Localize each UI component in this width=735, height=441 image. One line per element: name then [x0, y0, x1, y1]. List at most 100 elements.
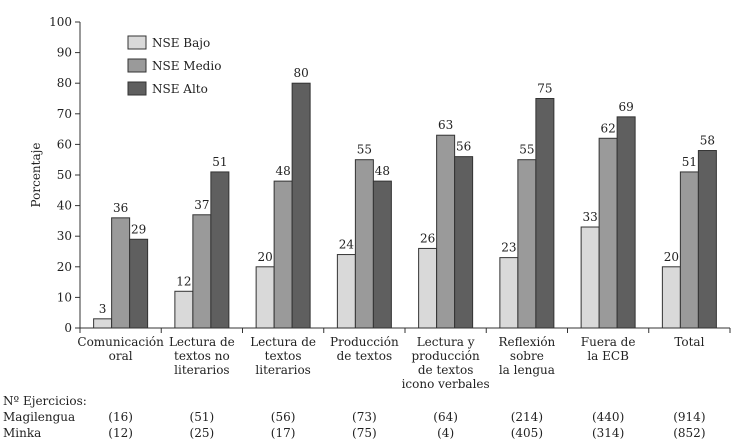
data-label: 56 [456, 140, 471, 154]
data-label: 51 [212, 155, 227, 169]
data-label: 20 [664, 250, 679, 264]
data-label: 62 [600, 121, 615, 135]
bar [418, 247, 438, 329]
legend-swatch [127, 81, 147, 96]
legend-label: NSE Medio [152, 59, 221, 73]
legend-label: NSE Bajo [152, 36, 210, 50]
category-label-line: Reflexión [498, 335, 555, 349]
bar [535, 98, 555, 329]
data-label: 51 [682, 155, 697, 169]
data-label: 55 [357, 143, 372, 157]
bar [372, 180, 392, 329]
bar [598, 137, 618, 329]
category-label-line: Lectura y [417, 335, 475, 349]
footer-count: (914) [673, 410, 705, 424]
bar [192, 214, 212, 329]
y-tick-label: 90 [57, 46, 72, 60]
data-label: 29 [131, 222, 146, 236]
y-axis-label: Porcentaje [29, 143, 43, 208]
footer-count: (73) [352, 410, 377, 424]
category-label: Lectura y producción de textos icono verbal… [402, 335, 490, 391]
y-tick-label: 50 [57, 168, 72, 182]
category-label-line: Comunicación [77, 335, 164, 349]
footer-count: (51) [190, 410, 215, 424]
category-label-line: textos [265, 349, 302, 363]
y-tick-label: 40 [57, 199, 72, 213]
category-label-line: Lectura de [169, 335, 235, 349]
y-tick-label: 100 [49, 15, 72, 29]
category-label: Lectura de textos no literarios [169, 335, 235, 377]
bar [255, 266, 275, 329]
category-label-line: la lengua [499, 363, 555, 377]
category-label-line: de textos [418, 363, 474, 377]
category-label-line: icono verbales [402, 377, 490, 391]
bar [336, 254, 356, 329]
category-label-line: de textos [337, 349, 393, 363]
footer-count: (440) [592, 410, 624, 424]
category-label-line: Lectura de [250, 335, 316, 349]
bar [616, 116, 636, 329]
bar [517, 159, 537, 329]
y-tick-label: 20 [57, 260, 72, 274]
category-label: Producción de textos [330, 335, 399, 363]
exercise-count-table: Nº Ejercicios: Magilengua (16) (51) (56) (73)… [3, 394, 706, 440]
y-tick-label: 10 [57, 290, 72, 304]
footer-count: (4) [437, 426, 454, 440]
bar [174, 290, 194, 329]
y-tick-label: 80 [57, 76, 72, 90]
category-label-line: Fuera de [581, 335, 636, 349]
bars [93, 82, 717, 329]
bar [436, 134, 456, 329]
footer-title: Nº Ejercicios: [3, 394, 87, 408]
footer-count: (25) [190, 426, 215, 440]
legend: NSE Bajo NSE Medio NSE Alto [127, 35, 221, 96]
category-label: Total [674, 335, 704, 349]
footer-count: (852) [673, 426, 705, 440]
category-label-line: sobre [510, 349, 544, 363]
bar [661, 266, 681, 329]
category-label-line: la ECB [587, 349, 629, 363]
category-label-line: textos no [174, 349, 230, 363]
data-label: 80 [293, 66, 308, 80]
data-label: 69 [618, 100, 633, 114]
category-label: Lectura de textos literarios [250, 335, 316, 377]
data-label: 48 [375, 164, 390, 178]
category-label: Fuera de la ECB [581, 335, 636, 363]
data-label: 58 [700, 134, 715, 148]
bar [273, 180, 293, 329]
data-label: 23 [501, 241, 516, 255]
data-label: 36 [113, 201, 128, 215]
data-label: 3 [99, 302, 107, 316]
category-label-line: Producción [330, 335, 399, 349]
footer-count: (405) [511, 426, 543, 440]
bar [499, 257, 519, 329]
data-label: 48 [275, 164, 290, 178]
data-label: 63 [438, 118, 453, 132]
category-label-line: producción [411, 349, 480, 363]
data-label: 26 [420, 231, 435, 245]
footer-count: (56) [271, 410, 296, 424]
bar [679, 171, 699, 329]
footer-count: (214) [511, 410, 543, 424]
category-label: Comunicación oral [77, 335, 164, 363]
legend-label: NSE Alto [152, 82, 208, 96]
footer-count: (16) [108, 410, 133, 424]
data-label: 20 [257, 250, 272, 264]
category-label-line: literarios [255, 363, 310, 377]
legend-swatch [127, 35, 147, 50]
bar [210, 171, 230, 329]
bar [291, 82, 311, 329]
footer-row-label: Minka [3, 426, 41, 440]
category-label-line: literarios [174, 363, 229, 377]
legend-swatch [127, 58, 147, 73]
bar [129, 238, 149, 329]
category-label-line: oral [109, 349, 133, 363]
bar [454, 156, 474, 329]
data-label: 24 [339, 238, 355, 252]
bar [697, 150, 717, 329]
bar [93, 318, 113, 329]
data-label: 55 [519, 143, 534, 157]
category-label-line: Total [674, 335, 704, 349]
